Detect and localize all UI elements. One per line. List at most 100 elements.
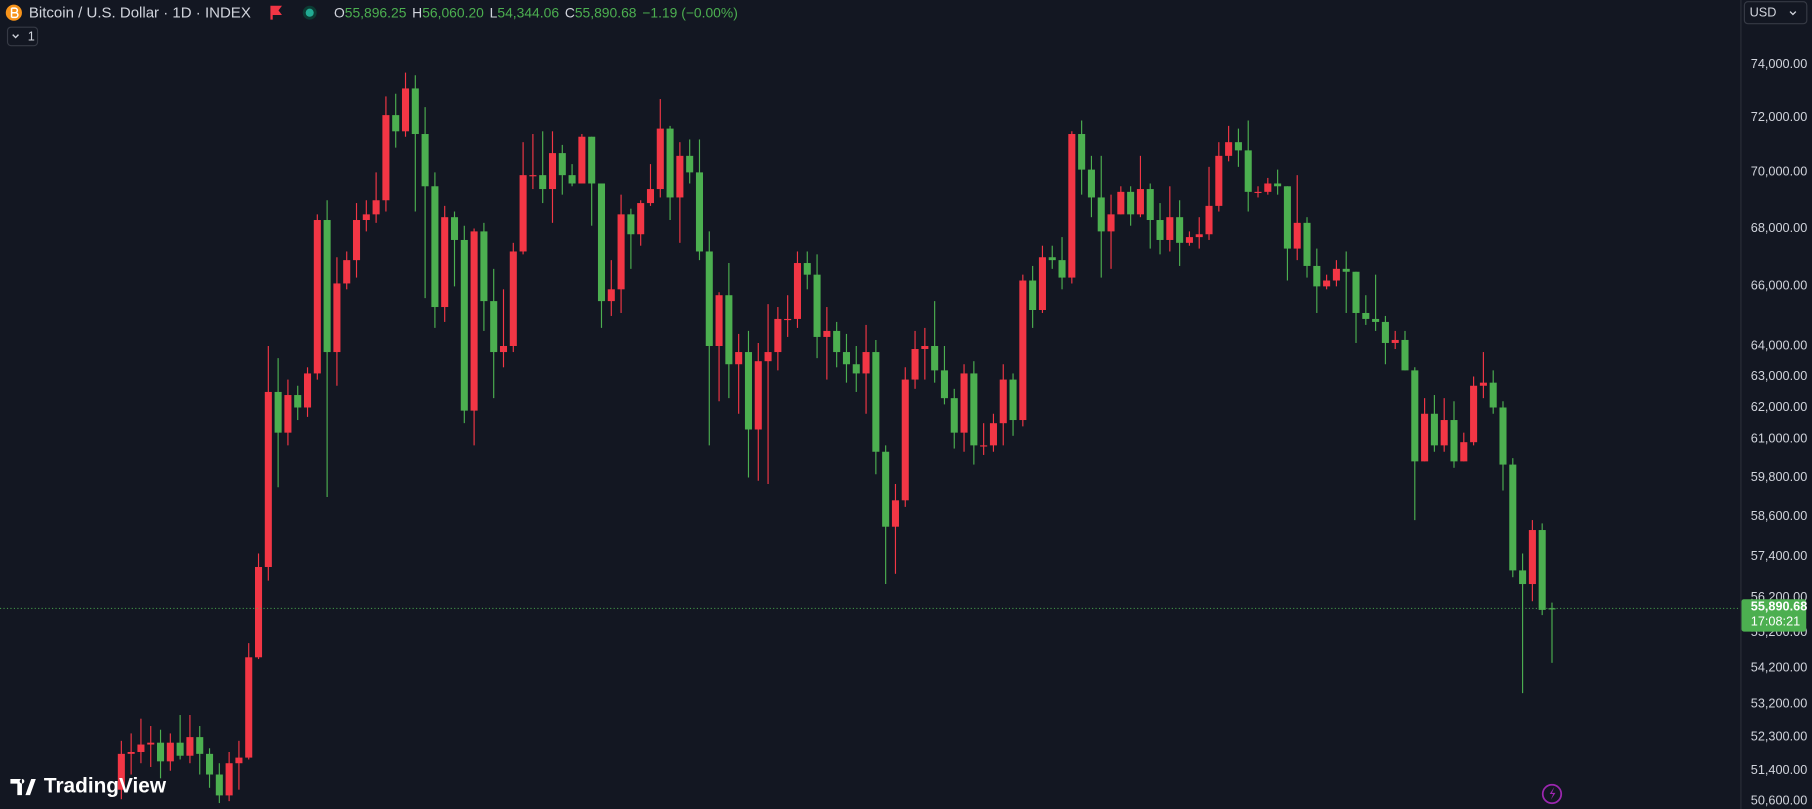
candle-body bbox=[891, 500, 899, 527]
ohlc-value: 55,896.25 bbox=[345, 4, 407, 20]
candle-body bbox=[480, 231, 488, 302]
candle-body bbox=[833, 330, 841, 353]
candle-body bbox=[1303, 222, 1311, 266]
candle-body bbox=[274, 391, 282, 433]
candle-body bbox=[264, 391, 272, 568]
candle-body bbox=[774, 318, 782, 353]
candle-body bbox=[1372, 318, 1380, 322]
candle-body bbox=[1176, 217, 1184, 243]
candle-body bbox=[911, 349, 919, 380]
ohlc-change: −1.19 (−0.00%) bbox=[642, 4, 738, 20]
candle-body bbox=[548, 153, 557, 190]
candle-body bbox=[294, 395, 302, 408]
chevron bbox=[12, 34, 19, 39]
candle-body bbox=[754, 361, 762, 430]
candle-body bbox=[147, 742, 155, 745]
symbol-title[interactable]: Bitcoin / U.S. Dollar · 1D · INDEX bbox=[29, 4, 251, 21]
candle-body bbox=[558, 153, 566, 176]
y-tick-label: 58,600.00 bbox=[1751, 508, 1808, 523]
ohlc-value: 54,344.06 bbox=[497, 4, 559, 20]
candle-body bbox=[627, 214, 635, 235]
candle-body bbox=[1470, 385, 1478, 443]
ohlc-value: 56,060.20 bbox=[422, 4, 484, 20]
y-tick-label: 50,600.00 bbox=[1751, 792, 1808, 807]
candle-body bbox=[1127, 191, 1135, 215]
ohlc-key: L bbox=[490, 4, 498, 20]
candle-body bbox=[970, 373, 978, 446]
candle-body bbox=[303, 373, 312, 408]
candle-body bbox=[362, 214, 370, 221]
candle-body bbox=[813, 274, 821, 337]
candle-body bbox=[695, 172, 704, 252]
candle-body bbox=[803, 263, 811, 275]
candle-body bbox=[1195, 234, 1203, 238]
y-tick-label: 54,200.00 bbox=[1751, 659, 1808, 674]
candle-body bbox=[980, 445, 988, 447]
candle-body bbox=[1332, 268, 1340, 281]
candle-body bbox=[470, 231, 478, 411]
candle-body bbox=[450, 217, 459, 240]
flag-icon[interactable] bbox=[270, 5, 282, 20]
candle-body bbox=[1548, 608, 1556, 610]
candle-body bbox=[999, 379, 1007, 424]
candle-body bbox=[441, 217, 449, 308]
candle-body bbox=[431, 186, 439, 308]
indicator-count: 1 bbox=[28, 28, 35, 43]
alert-icon[interactable] bbox=[1541, 783, 1563, 805]
candle-body bbox=[637, 203, 645, 235]
candle-body bbox=[1205, 205, 1213, 235]
candle-body bbox=[490, 301, 498, 353]
y-tick-label: 53,200.00 bbox=[1751, 695, 1808, 710]
y-tick-label: 64,000.00 bbox=[1751, 337, 1808, 352]
currency-label: USD bbox=[1750, 5, 1777, 20]
candle-body bbox=[1087, 169, 1095, 198]
y-tick-label: 72,000.00 bbox=[1751, 109, 1808, 124]
candle-body bbox=[1097, 197, 1105, 232]
candle-body bbox=[597, 183, 606, 302]
ohlc-value: 55,890.68 bbox=[575, 4, 637, 20]
candle-body bbox=[1283, 186, 1291, 249]
indicator-toggle[interactable] bbox=[6, 26, 39, 47]
candle-body bbox=[1342, 268, 1350, 272]
candle-body bbox=[539, 175, 547, 190]
candle-body bbox=[646, 189, 655, 204]
candle-body bbox=[519, 175, 527, 252]
candle-body bbox=[1136, 189, 1144, 215]
candle-body bbox=[421, 134, 429, 187]
candle-body bbox=[1048, 257, 1056, 261]
ohlc-legend: O55,896.25 H56,060.20 L54,344.06 C55,890.68… bbox=[334, 4, 738, 20]
candle-body bbox=[1009, 379, 1017, 421]
y-tick-label: 59,800.00 bbox=[1751, 469, 1808, 484]
candle-body bbox=[1411, 370, 1419, 462]
candle-body bbox=[1381, 321, 1389, 343]
candle-body bbox=[1352, 271, 1360, 313]
candle-body bbox=[1215, 155, 1223, 206]
chevron bbox=[1789, 11, 1797, 16]
candle-body bbox=[1225, 142, 1233, 156]
candle-body bbox=[823, 330, 831, 337]
candle-body bbox=[235, 757, 243, 764]
candle-body bbox=[1264, 183, 1272, 192]
candle-body bbox=[1166, 217, 1174, 240]
candle-body bbox=[940, 370, 948, 399]
y-tick-label: 66,000.00 bbox=[1751, 278, 1808, 293]
candle-body bbox=[137, 744, 145, 752]
candle-body bbox=[352, 220, 361, 261]
ohlc-key: H bbox=[412, 4, 422, 20]
y-tick-label: 63,000.00 bbox=[1751, 368, 1808, 383]
candle-body bbox=[411, 88, 419, 135]
market-status[interactable] bbox=[305, 8, 314, 17]
candle-body bbox=[186, 737, 194, 756]
candle-body bbox=[245, 657, 253, 758]
candle-body bbox=[617, 214, 625, 290]
candle-body bbox=[382, 115, 390, 201]
candle-body bbox=[499, 345, 508, 353]
candle-body bbox=[1323, 280, 1331, 287]
candle-body bbox=[715, 295, 723, 346]
candle-body bbox=[931, 345, 939, 371]
y-tick-label: 57,400.00 bbox=[1751, 548, 1808, 563]
candle-body bbox=[1068, 134, 1076, 278]
currency-button[interactable] bbox=[1743, 1, 1808, 25]
candle-body bbox=[196, 737, 204, 754]
